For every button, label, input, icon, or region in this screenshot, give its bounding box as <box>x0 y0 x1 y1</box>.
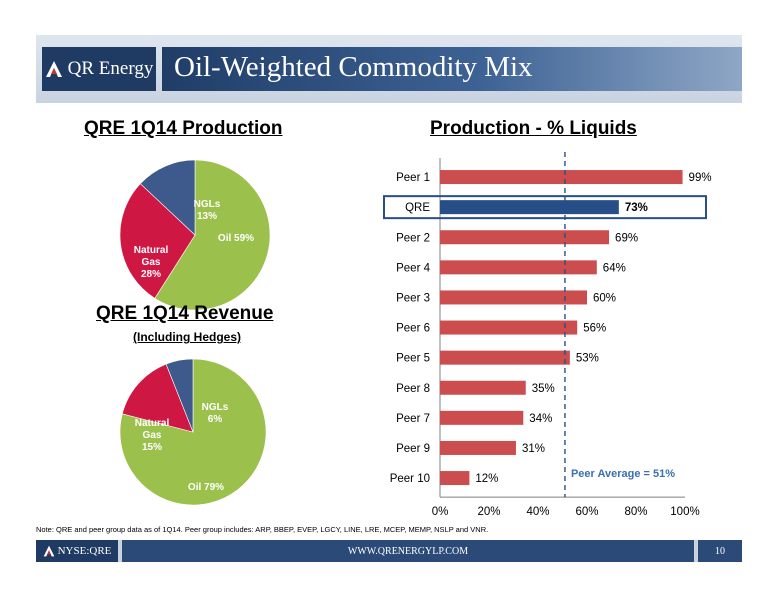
x-tick-label: 60% <box>575 506 598 515</box>
qr-logo-icon <box>45 61 62 77</box>
qre-highlight-box <box>383 195 707 220</box>
value-label: 64% <box>603 262 626 274</box>
value-label: 69% <box>615 232 638 244</box>
x-tick-label: 40% <box>526 506 549 515</box>
page-title: Oil-Weighted Commodity Mix <box>174 51 533 83</box>
category-label: Peer 7 <box>396 413 430 425</box>
website-link[interactable]: WWW.QRENERGYLP.COM <box>122 540 694 562</box>
production-pie-chart: Oil 59% Natural Gas 28% NGLs 13% <box>120 160 270 310</box>
revenue-pie-slice-ngls <box>165 359 194 433</box>
bar-peer-10 <box>440 471 470 486</box>
peer-average-label: Peer Average = 51% <box>571 468 675 480</box>
bar-peer-4 <box>440 260 597 275</box>
value-label: 56% <box>583 323 606 335</box>
category-label: Peer 10 <box>390 473 430 485</box>
category-label: Peer 8 <box>396 383 430 395</box>
ticker: NYSE:QRE <box>57 545 112 557</box>
bar-peer-8 <box>440 380 526 395</box>
x-tick-label: 20% <box>477 506 500 515</box>
production-pie-label-ngls: NGLs 13% <box>194 199 221 222</box>
liquids-bar-chart: Peer 1 99% QRE 73% Peer 2 69% Peer 4 64% Peer 3 6… <box>383 152 712 515</box>
bar-peer-1 <box>440 170 683 185</box>
production-pie-title: QRE 1Q14 Production <box>84 118 283 139</box>
footer-logo: NYSE:QRE <box>36 540 118 562</box>
value-label: 31% <box>522 443 545 455</box>
revenue-pie-subtitle: (Including Hedges) <box>133 330 241 344</box>
header: QR Energy Oil-Weighted Commodity Mix <box>36 35 742 103</box>
footnote: Note: QRE and peer group data as of 1Q14… <box>36 525 489 534</box>
value-label: 99% <box>689 172 712 184</box>
category-label: Peer 6 <box>396 323 430 335</box>
bar-peer-9 <box>440 440 516 455</box>
x-tick-label: 0% <box>432 506 449 515</box>
slide: QR Energy Oil-Weighted Commodity Mix QRE… <box>36 35 742 565</box>
company-logo: QR Energy <box>42 47 156 91</box>
category-label: Peer 3 <box>396 292 430 304</box>
bar-peer-6 <box>440 320 578 335</box>
bar-peer-3 <box>440 290 587 305</box>
value-label: 53% <box>576 353 599 365</box>
revenue-pie-slice-natural-gas <box>121 363 194 433</box>
production-pie-label-oil: Oil 59% <box>218 233 254 244</box>
footer: NYSE:QRE WWW.QRENERGYLP.COM 10 <box>36 540 742 562</box>
bar-peer-2 <box>440 230 610 245</box>
production-pie-slice-ngls <box>139 160 196 236</box>
revenue-pie-title: QRE 1Q14 Revenue <box>96 303 274 324</box>
value-label: 60% <box>593 292 616 304</box>
category-label: Peer 9 <box>396 443 430 455</box>
revenue-pie-label-ngls: NGLs 6% <box>202 402 229 425</box>
production-pie-label-natural-gas: Natural Gas 28% <box>134 245 169 280</box>
category-label: Peer 2 <box>396 232 430 244</box>
bar-qre <box>440 200 619 215</box>
production-pie-slice-natural-gas <box>120 183 196 299</box>
page-number: 10 <box>698 540 742 562</box>
bar-peer-5 <box>440 350 570 365</box>
qr-logo-small-icon <box>43 545 54 557</box>
production-pie-slice-oil <box>154 160 270 310</box>
value-label: 35% <box>532 383 555 395</box>
x-tick-label: 100% <box>670 506 699 515</box>
category-label: QRE <box>405 202 430 214</box>
revenue-pie-chart: Oil 79% Natural Gas 15% NGLs 6% <box>120 359 266 505</box>
revenue-pie-label-oil: Oil 79% <box>188 482 224 493</box>
value-label: 12% <box>475 473 498 485</box>
x-tick-label: 80% <box>624 506 647 515</box>
bar-peer-7 <box>440 410 524 425</box>
title-bar: Oil-Weighted Commodity Mix <box>162 47 742 91</box>
category-label: Peer 5 <box>396 353 430 365</box>
category-label: Peer 1 <box>396 172 430 184</box>
bar-chart-title: Production - % Liquids <box>430 118 637 139</box>
value-label: 73% <box>625 202 648 214</box>
category-label: Peer 4 <box>396 262 430 274</box>
value-label: 34% <box>529 413 552 425</box>
logo-text: QR Energy <box>67 58 154 79</box>
revenue-pie-label-natural-gas: Natural Gas 15% <box>135 418 170 453</box>
